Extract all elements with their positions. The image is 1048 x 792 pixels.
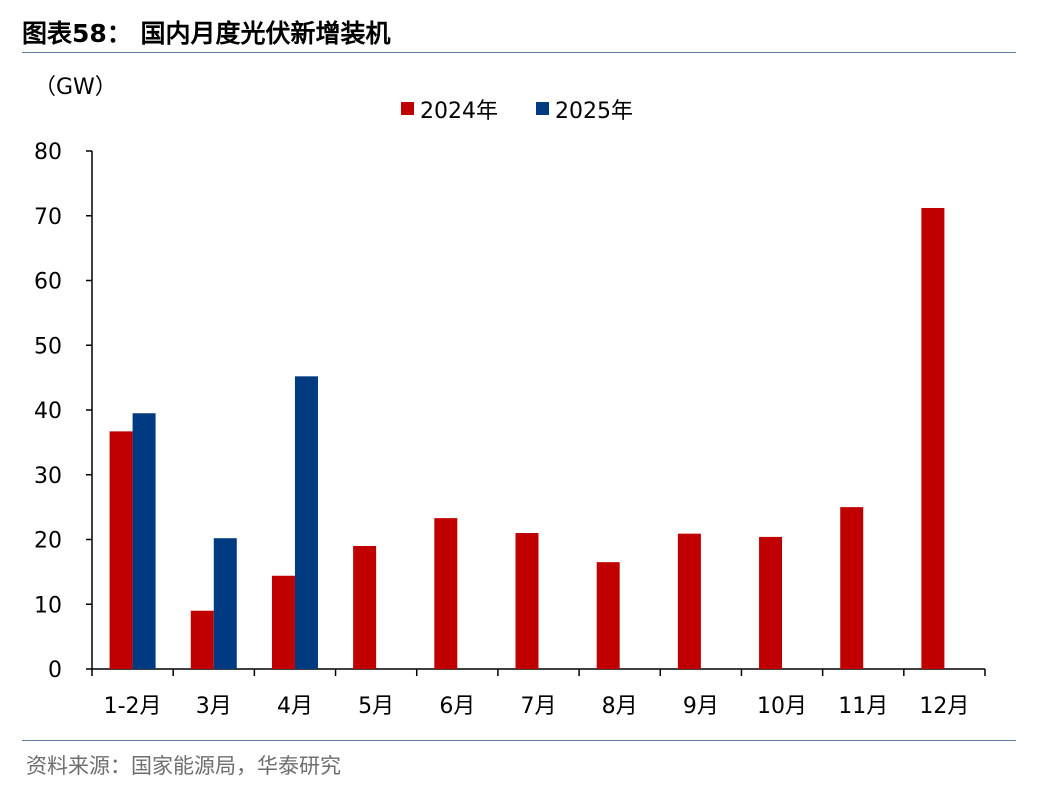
- bars: [109, 207, 945, 670]
- x-tick-label: 8月: [602, 694, 638, 719]
- y-tick-label: 40: [34, 399, 62, 424]
- bar-2024年-12月: [921, 207, 945, 670]
- y-tick-label: 0: [48, 658, 62, 683]
- bar-2024年-6月: [434, 518, 458, 669]
- x-tick-label: 6月: [439, 694, 475, 719]
- x-tick-label: 10月: [757, 694, 807, 719]
- x-tick-label: 5月: [358, 694, 394, 719]
- x-tick-label: 4月: [277, 694, 313, 719]
- bar-2025年-3月: [213, 538, 237, 669]
- y-tick-label: 60: [34, 270, 62, 295]
- y-tick-label: 10: [34, 593, 62, 618]
- bar-2024年-1-2月: [109, 431, 133, 669]
- source-note: 资料来源：国家能源局，华泰研究: [26, 754, 341, 778]
- bar-2025年-4月: [294, 376, 318, 669]
- title-divider: [22, 52, 1016, 53]
- legend-label-2025: 2025年: [555, 99, 633, 124]
- y-tick-label: 20: [34, 529, 62, 554]
- legend-swatch-2025: [536, 102, 549, 115]
- legend-label-2024: 2024年: [420, 99, 498, 124]
- legend: 2024年 2025年: [401, 99, 633, 124]
- bar-2024年-10月: [759, 536, 783, 669]
- bar-chart: （GW） 2024年 2025年 0 10 20 30 40 50 60 70 80 1-2月 3…: [34, 75, 986, 719]
- x-axis: 1-2月 3月 4月 5月 6月 7月 8月 9月 10月 11月 12月: [91, 668, 986, 719]
- bar-2024年-8月: [596, 562, 620, 669]
- x-tick-label: 7月: [521, 694, 557, 719]
- y-axis: 0 10 20 30 40 50 60 70 80: [34, 140, 93, 683]
- bar-2025年-1-2月: [132, 413, 156, 669]
- x-tick-label: 11月: [838, 694, 888, 719]
- bar-2024年-9月: [677, 533, 701, 669]
- x-tick-label: 1-2月: [104, 694, 162, 719]
- page-title: 图表58： 国内月度光伏新增装机: [22, 19, 391, 48]
- bar-2024年-3月: [190, 610, 214, 669]
- y-tick-label: 50: [34, 334, 62, 359]
- x-tick-label: 12月: [919, 694, 969, 719]
- y-tick-label: 70: [34, 205, 62, 230]
- x-tick-label: 3月: [196, 694, 232, 719]
- bar-2024年-4月: [271, 575, 295, 669]
- bar-2024年-11月: [840, 507, 864, 669]
- footer-divider: [22, 740, 1016, 741]
- y-tick-label: 80: [34, 140, 62, 165]
- bar-2024年-5月: [353, 545, 377, 669]
- x-tick-label: 9月: [683, 694, 719, 719]
- legend-swatch-2024: [401, 102, 414, 115]
- y-tick-label: 30: [34, 464, 62, 489]
- bar-2024年-7月: [515, 533, 539, 669]
- y-unit-label: （GW）: [34, 75, 117, 100]
